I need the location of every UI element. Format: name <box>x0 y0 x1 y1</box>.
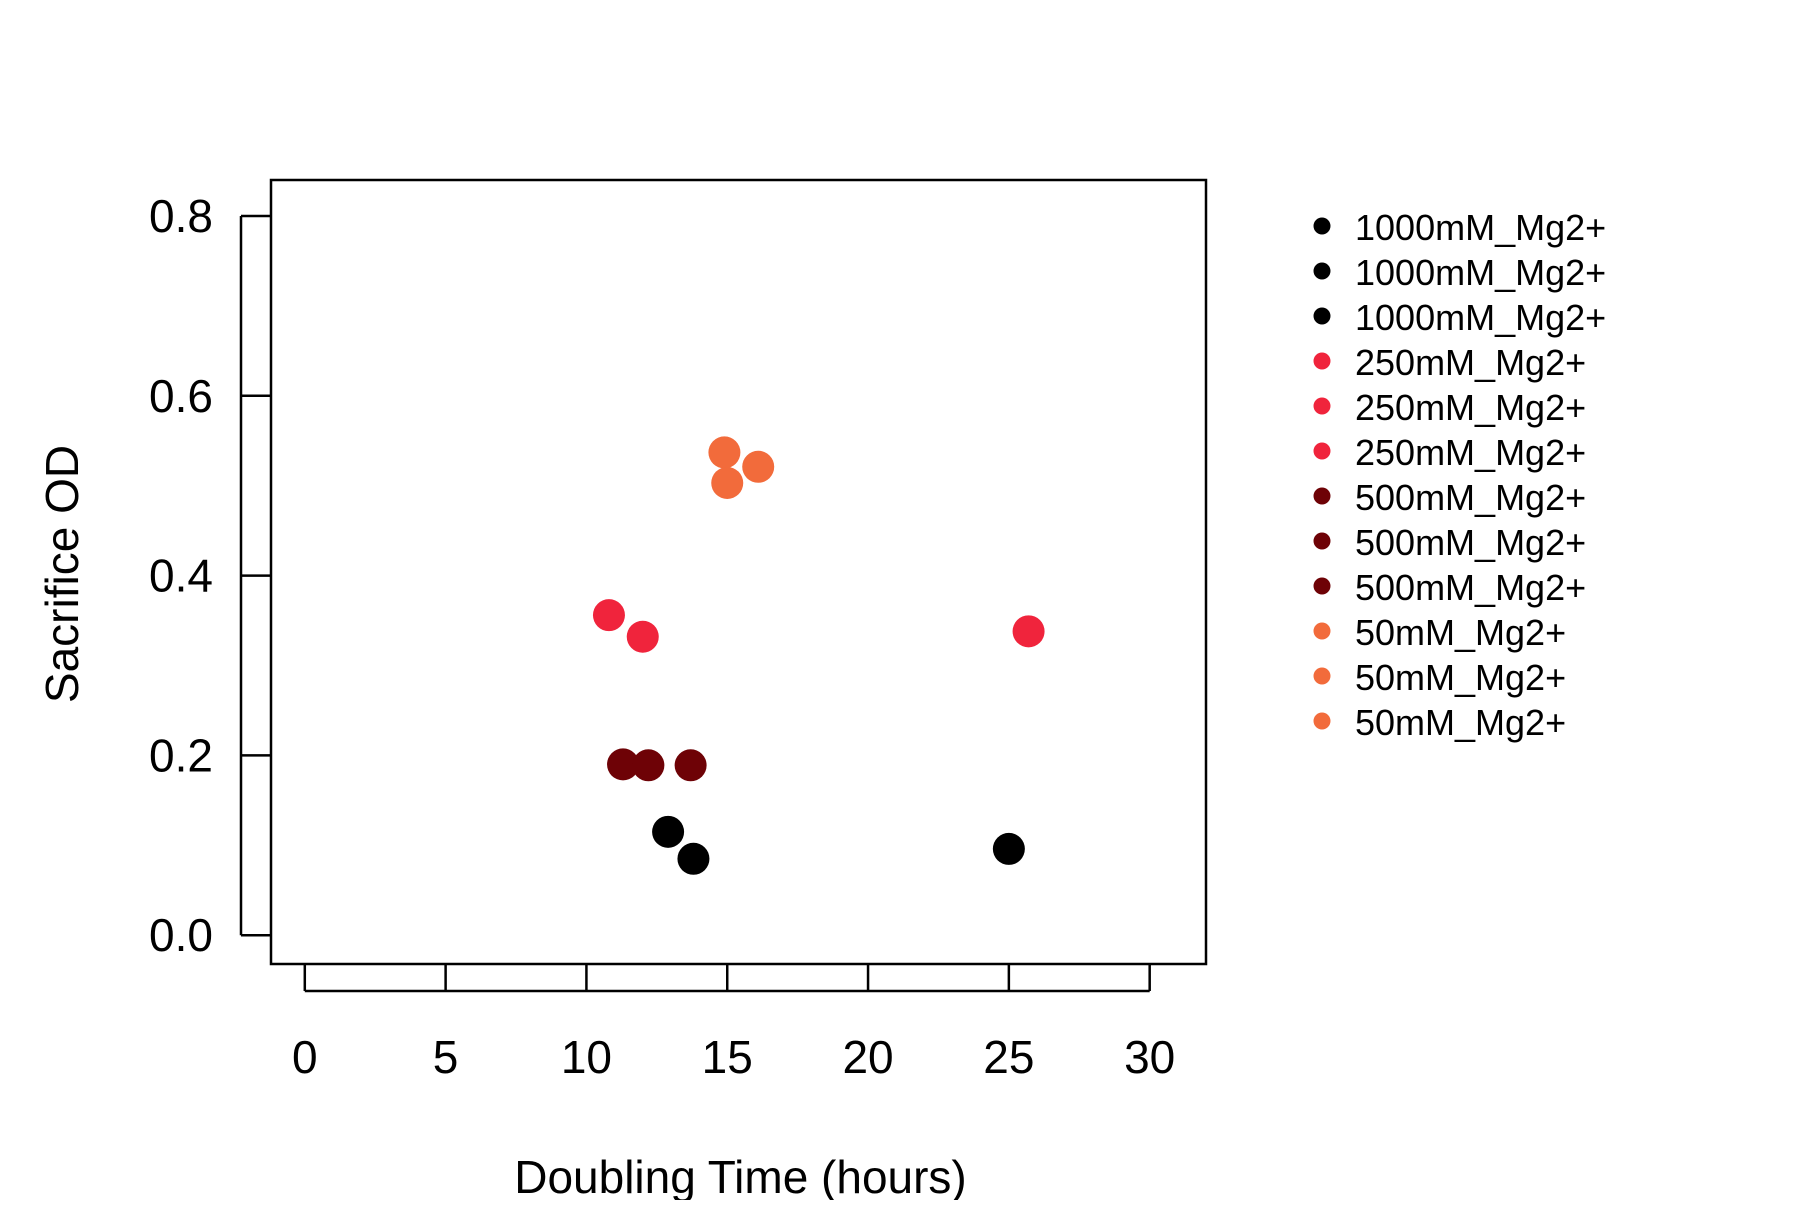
y-tick-label: 0.4 <box>149 550 213 602</box>
x-tick-label: 25 <box>983 1031 1034 1083</box>
legend-marker <box>1313 487 1331 505</box>
legend-label: 50mM_Mg2+ <box>1355 657 1566 698</box>
legend-marker <box>1313 217 1331 235</box>
legend-label: 1000mM_Mg2+ <box>1355 252 1606 293</box>
y-tick-label: 0.2 <box>149 729 213 781</box>
data-point <box>742 450 775 483</box>
x-tick-label: 5 <box>433 1031 459 1083</box>
legend-label: 250mM_Mg2+ <box>1355 342 1586 383</box>
data-point <box>592 599 625 632</box>
legend-marker <box>1313 667 1331 685</box>
data-point <box>674 749 707 782</box>
data-point <box>711 466 744 499</box>
legend-marker <box>1313 262 1331 280</box>
legend-label: 500mM_Mg2+ <box>1355 522 1586 563</box>
legend: 1000mM_Mg2+1000mM_Mg2+1000mM_Mg2+250mM_M… <box>1313 207 1606 743</box>
y-tick-label: 0.8 <box>149 190 213 242</box>
legend-marker <box>1313 442 1331 460</box>
legend-label: 50mM_Mg2+ <box>1355 612 1566 653</box>
y-tick-label: 0.0 <box>149 909 213 961</box>
legend-marker <box>1313 622 1331 640</box>
data-point <box>992 832 1025 865</box>
y-axis: 0.0 0.2 0.4 0.6 0.8 <box>149 190 271 961</box>
data-points <box>592 436 1045 875</box>
data-point <box>708 436 741 469</box>
legend-marker <box>1313 712 1331 730</box>
x-tick-label: 0 <box>292 1031 318 1083</box>
x-tick-label: 10 <box>561 1031 612 1083</box>
data-point <box>1012 615 1045 648</box>
x-tick-label: 15 <box>702 1031 753 1083</box>
legend-label: 250mM_Mg2+ <box>1355 432 1586 473</box>
legend-marker <box>1313 397 1331 415</box>
data-point <box>626 620 659 653</box>
legend-marker <box>1313 307 1331 325</box>
legend-label: 1000mM_Mg2+ <box>1355 297 1606 338</box>
legend-label: 500mM_Mg2+ <box>1355 567 1586 608</box>
legend-marker <box>1313 577 1331 595</box>
x-tick-label: 20 <box>842 1031 893 1083</box>
data-point <box>607 748 640 781</box>
plot-frame <box>269 178 1208 966</box>
data-point <box>632 749 665 782</box>
legend-marker <box>1313 352 1331 370</box>
x-axis: 0 5 10 15 20 25 30 <box>292 964 1175 1083</box>
legend-label: 500mM_Mg2+ <box>1355 477 1586 518</box>
data-point <box>677 842 710 875</box>
data-point <box>652 815 685 848</box>
y-tick-label: 0.6 <box>149 370 213 422</box>
y-axis-title: Sacrifice OD <box>36 445 88 703</box>
legend-label: 1000mM_Mg2+ <box>1355 207 1606 248</box>
legend-label: 250mM_Mg2+ <box>1355 387 1586 428</box>
x-tick-label: 30 <box>1124 1031 1175 1083</box>
legend-label: 50mM_Mg2+ <box>1355 702 1566 743</box>
legend-marker <box>1313 532 1331 550</box>
x-axis-title: Doubling Time (hours) <box>514 1151 967 1200</box>
